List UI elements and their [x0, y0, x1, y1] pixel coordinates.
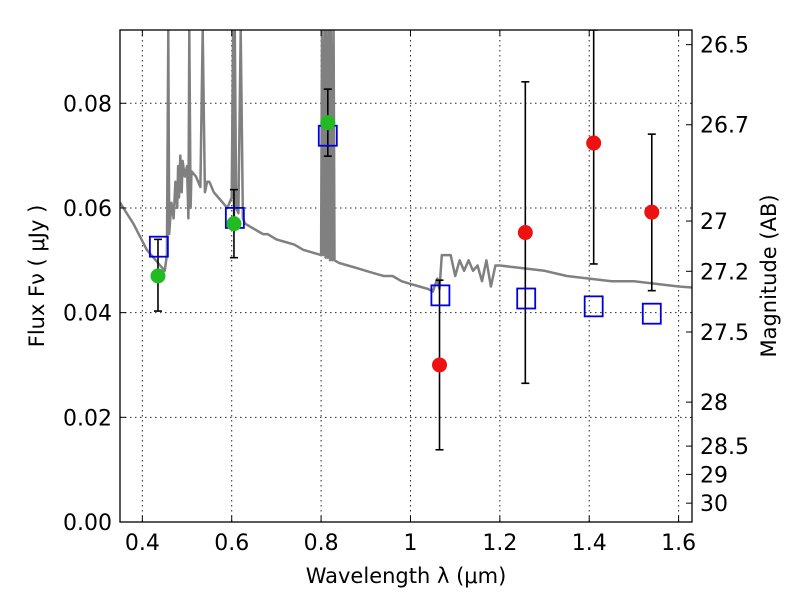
- y-tick-label: 0.04: [63, 302, 112, 327]
- model-flux-square: [583, 295, 604, 318]
- model-flux-square: [148, 235, 169, 258]
- observed-flux-point: [320, 115, 336, 131]
- x-tick-label: 0.6: [214, 531, 249, 556]
- x-tick-label: 1.2: [482, 531, 517, 556]
- right-axis-tick-label: 29: [700, 463, 728, 488]
- observed-flux-point: [150, 268, 166, 284]
- right-axis-tick-label: 30: [700, 492, 728, 517]
- observed-flux-point: [432, 357, 448, 373]
- model-spectrum-line: [120, 30, 692, 293]
- x-tick-label: 0.8: [304, 531, 339, 556]
- y-tick-label: 0.00: [63, 511, 112, 536]
- y-tick-label: 0.06: [63, 197, 112, 222]
- right-axis-tick-label: 26.7: [700, 114, 749, 139]
- right-axis-tick-label: 28.5: [700, 435, 749, 460]
- x-tick-label: 1: [403, 531, 417, 556]
- right-axis-tick-label: 27: [700, 210, 728, 235]
- y-tick-label: 0.02: [63, 406, 112, 431]
- right-axis-tick-label: 27.5: [700, 321, 749, 346]
- x-axis-label: Wavelength λ (μm): [306, 564, 507, 588]
- right-axis-label: Magnitude (AB): [757, 194, 781, 357]
- observed-flux-point: [644, 204, 660, 220]
- axis-ticks: 0.4 0.6 0.8 1 1.2 1.4 1.6 0.00 0.02 0.04 0.06 0.08 2…: [63, 30, 749, 556]
- y-axis-label: Flux Fν ( μJy ): [25, 205, 49, 348]
- x-tick-label: 1.4: [572, 531, 607, 556]
- right-axis-tick-label: 28: [700, 391, 728, 416]
- x-tick-label: 0.4: [125, 531, 160, 556]
- model-flux-square: [430, 284, 451, 307]
- observed-flux-point: [586, 135, 602, 151]
- plot-area: [120, 30, 692, 451]
- grid-lines: [120, 30, 692, 522]
- model-flux-square: [516, 287, 537, 310]
- x-tick-label: 1.6: [661, 531, 696, 556]
- model-flux-square: [641, 302, 662, 325]
- right-axis-tick-label: 26.5: [700, 34, 749, 59]
- observed-flux-point: [226, 216, 242, 232]
- right-axis-tick-label: 27.2: [700, 260, 749, 285]
- plot-frame: [119, 29, 693, 523]
- y-tick-label: 0.08: [63, 92, 112, 117]
- observed-flux-point: [517, 225, 533, 241]
